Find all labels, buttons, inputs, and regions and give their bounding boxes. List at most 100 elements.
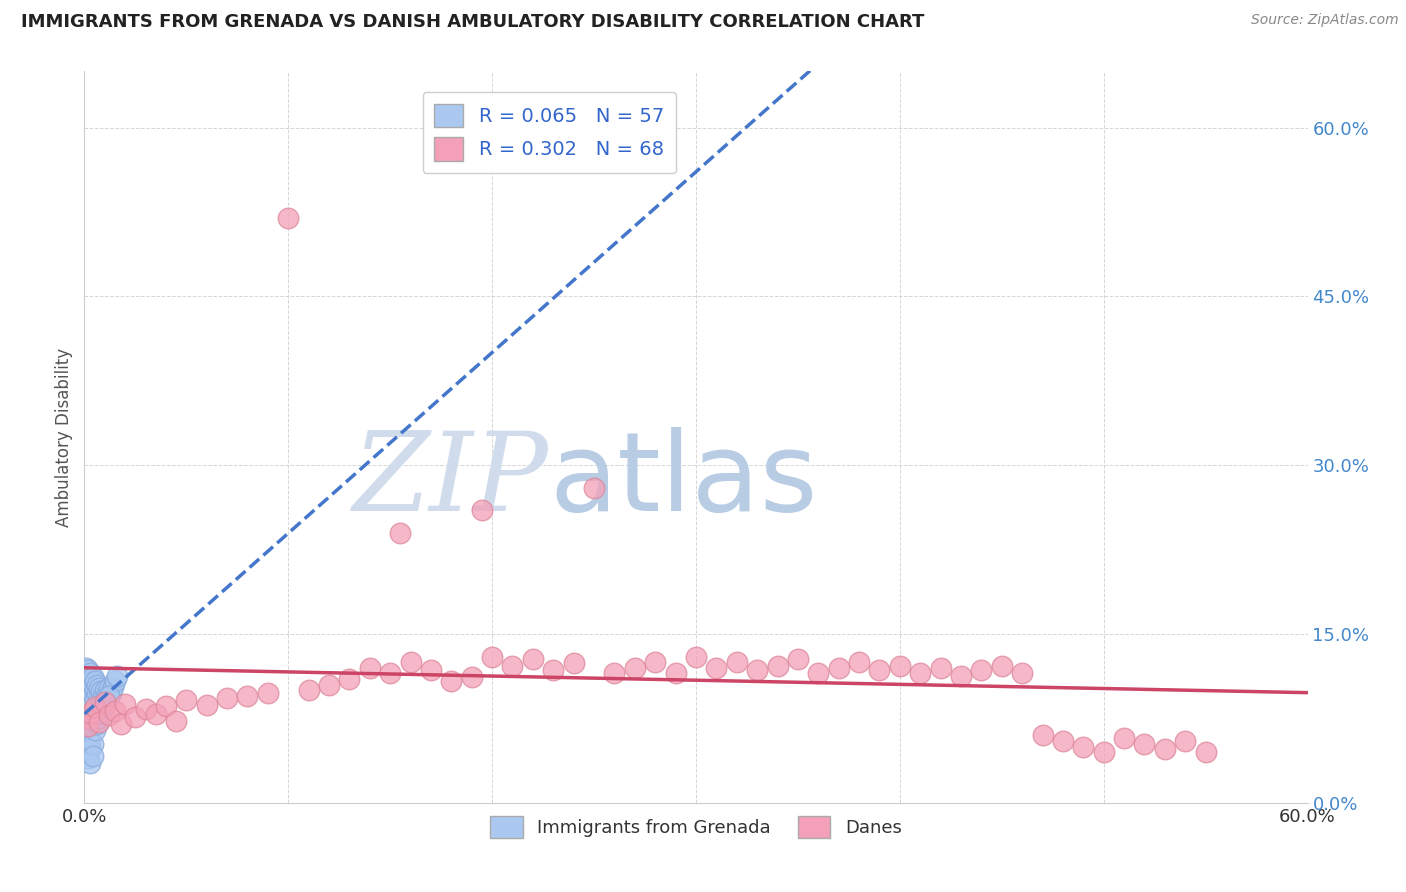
Point <box>75 728 97 742</box>
Point <box>104 704 127 718</box>
Point <box>77 719 100 733</box>
Point <box>93 683 115 698</box>
Point <box>1073 739 1095 754</box>
Point <box>82 748 104 763</box>
Point <box>359 661 381 675</box>
Point <box>82 737 104 751</box>
Point <box>83 723 105 737</box>
Point <box>1133 737 1156 751</box>
Point <box>1011 666 1033 681</box>
Point <box>471 503 494 517</box>
Point <box>87 714 110 729</box>
Point <box>77 663 100 677</box>
Point <box>318 678 340 692</box>
Legend: Immigrants from Grenada, Danes: Immigrants from Grenada, Danes <box>484 808 908 845</box>
Point <box>82 670 104 684</box>
Point <box>399 655 422 669</box>
Point <box>828 661 851 675</box>
Point <box>869 663 891 677</box>
Point <box>100 685 122 699</box>
Point <box>77 751 100 765</box>
Point <box>502 658 524 673</box>
Point <box>87 711 110 725</box>
Point <box>807 666 830 681</box>
Point <box>665 666 688 681</box>
Point <box>77 711 100 725</box>
Point <box>420 663 443 677</box>
Point <box>91 700 114 714</box>
Point <box>1154 741 1177 756</box>
Point <box>461 670 484 684</box>
Point <box>195 698 218 712</box>
Point <box>929 661 952 675</box>
Point <box>380 666 402 681</box>
Point <box>91 689 114 703</box>
Point <box>86 717 108 731</box>
Point <box>79 734 101 748</box>
Point <box>79 693 101 707</box>
Point <box>114 697 136 711</box>
Point <box>644 655 666 669</box>
Point <box>1092 745 1115 759</box>
Point <box>257 685 280 699</box>
Point <box>79 741 101 756</box>
Point <box>75 700 97 714</box>
Point <box>889 658 911 673</box>
Point <box>747 663 769 677</box>
Point <box>1174 734 1197 748</box>
Point <box>82 697 104 711</box>
Point <box>543 663 565 677</box>
Point <box>75 739 97 754</box>
Point <box>124 710 146 724</box>
Point <box>97 689 120 703</box>
Point <box>83 692 105 706</box>
Point <box>83 683 105 698</box>
Point <box>481 649 503 664</box>
Point <box>440 674 463 689</box>
Point <box>75 678 97 692</box>
Text: IMMIGRANTS FROM GRENADA VS DANISH AMBULATORY DISABILITY CORRELATION CHART: IMMIGRANTS FROM GRENADA VS DANISH AMBULA… <box>21 13 925 31</box>
Point <box>174 693 197 707</box>
Point <box>87 690 110 704</box>
Point <box>970 663 993 677</box>
Point <box>79 702 101 716</box>
Point <box>82 688 104 702</box>
Point <box>77 745 100 759</box>
Point <box>725 655 748 669</box>
Text: atlas: atlas <box>550 427 818 534</box>
Point <box>75 711 97 725</box>
Point <box>706 661 728 675</box>
Point <box>79 666 101 681</box>
Point <box>105 668 128 682</box>
Point <box>155 699 177 714</box>
Point <box>236 689 259 703</box>
Point <box>77 689 100 703</box>
Point <box>277 211 299 225</box>
Point <box>83 674 105 689</box>
Point <box>298 683 321 698</box>
Point <box>603 666 626 681</box>
Point <box>848 655 870 669</box>
Point <box>135 702 157 716</box>
Point <box>86 687 108 701</box>
Point <box>991 658 1014 673</box>
Point <box>165 714 187 728</box>
Point <box>562 657 585 671</box>
Point <box>1114 731 1136 745</box>
Text: ZIP: ZIP <box>353 427 550 534</box>
Point <box>910 666 932 681</box>
Point <box>1195 745 1218 759</box>
Point <box>75 692 97 706</box>
Point <box>93 694 115 708</box>
Point <box>522 652 544 666</box>
Point <box>97 681 120 695</box>
Point <box>79 684 101 698</box>
Point <box>145 706 167 721</box>
Point <box>87 681 110 695</box>
Point <box>787 652 810 666</box>
Point <box>339 672 361 686</box>
Point <box>79 706 101 720</box>
Point <box>77 672 100 686</box>
Point <box>389 525 412 540</box>
Point <box>90 706 112 720</box>
